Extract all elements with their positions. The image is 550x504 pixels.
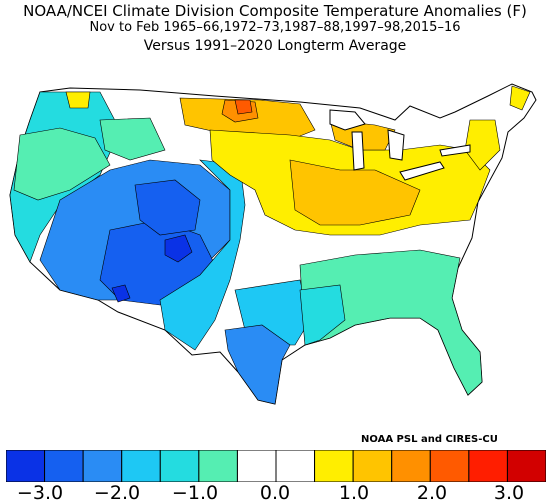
great-lakes-water	[329, 109, 366, 131]
gulf-coast-region	[299, 284, 346, 346]
legend-tick-plus2: 2.0	[416, 482, 448, 504]
chart-subtitle-baseline: Versus 1991–2020 Longterm Average	[143, 38, 407, 54]
chart-subtitle-period: Nov to Feb 1965–66,1972–73,1987–88,1997–…	[89, 20, 461, 35]
northwest-interior-region	[13, 127, 111, 201]
minnesota-hotspot-region	[234, 99, 253, 115]
maine-region	[509, 85, 531, 111]
north-dakota-region	[65, 91, 91, 109]
chart-title: NOAA/NCEI Climate Division Composite Tem…	[23, 2, 527, 20]
southeast-region	[299, 249, 483, 396]
legend-swatch	[314, 450, 354, 482]
colorado-plateau-region	[134, 179, 201, 236]
legend-swatch	[82, 450, 123, 482]
legend-swatch	[159, 450, 200, 482]
coldest-core-region	[164, 234, 193, 263]
legend-swatch	[121, 450, 161, 482]
texas-region	[224, 324, 291, 405]
northern-rockies-region	[99, 117, 166, 161]
legend-tick-plus3: 3.0	[493, 482, 525, 504]
legend-swatch	[198, 450, 238, 482]
legend-tick-minus3: −3.0	[16, 482, 64, 504]
legend-swatch	[391, 450, 431, 482]
legend-swatch	[468, 450, 508, 482]
credit-label: NOAA PSL and CIRES-CU	[361, 434, 498, 445]
legend-swatch	[236, 450, 277, 482]
legend-tick-plus1: 1.0	[338, 482, 370, 504]
legend-swatch	[429, 450, 470, 482]
legend-swatch	[352, 450, 393, 482]
legend-tick-zero: 0.0	[259, 482, 291, 504]
legend-swatch	[506, 450, 546, 482]
lake-huron-water	[387, 129, 405, 161]
anomaly-regions	[9, 83, 537, 405]
legend-swatch	[275, 450, 316, 482]
legend-swatch	[44, 450, 84, 482]
legend-tick-minus2: −2.0	[93, 482, 141, 504]
northeast-region	[464, 119, 501, 171]
color-legend	[6, 450, 546, 482]
lake-erie-water	[399, 161, 445, 181]
lake-ontario-water	[439, 144, 471, 157]
ohio-valley-region	[289, 159, 421, 226]
lake-michigan-water	[351, 131, 365, 171]
high-plains-region	[159, 159, 246, 351]
arizona-core-region	[111, 284, 131, 303]
legend-swatch	[6, 450, 46, 482]
legend-tick-minus1: −1.0	[171, 482, 219, 504]
